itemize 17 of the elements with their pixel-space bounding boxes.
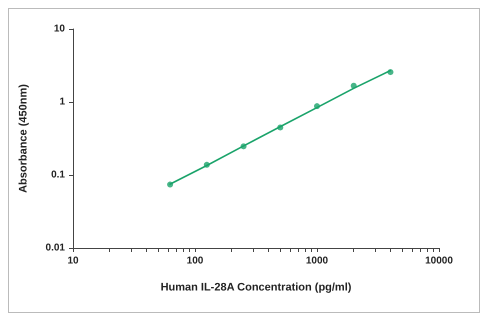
point	[204, 162, 210, 168]
point	[314, 103, 320, 110]
y-tick-label: 1	[59, 96, 66, 108]
x-tick-label: 1000	[306, 256, 329, 266]
x-tick-label: 100	[186, 256, 204, 266]
point	[167, 182, 174, 188]
y-tick-label: 10	[54, 24, 66, 34]
x-tick-label: 10000	[425, 256, 454, 266]
point	[350, 82, 357, 89]
point	[240, 143, 247, 150]
y-axis-title: Absorbance (450nm)	[18, 84, 30, 193]
point	[387, 69, 394, 76]
point	[277, 124, 284, 130]
y-tick-label: 0.01	[46, 242, 66, 254]
x-axis-title: Human IL-28A Concentration (pg/ml)	[160, 282, 352, 294]
y-tick-label: 0.1	[51, 170, 66, 180]
x-tick-label: 10	[67, 256, 79, 266]
